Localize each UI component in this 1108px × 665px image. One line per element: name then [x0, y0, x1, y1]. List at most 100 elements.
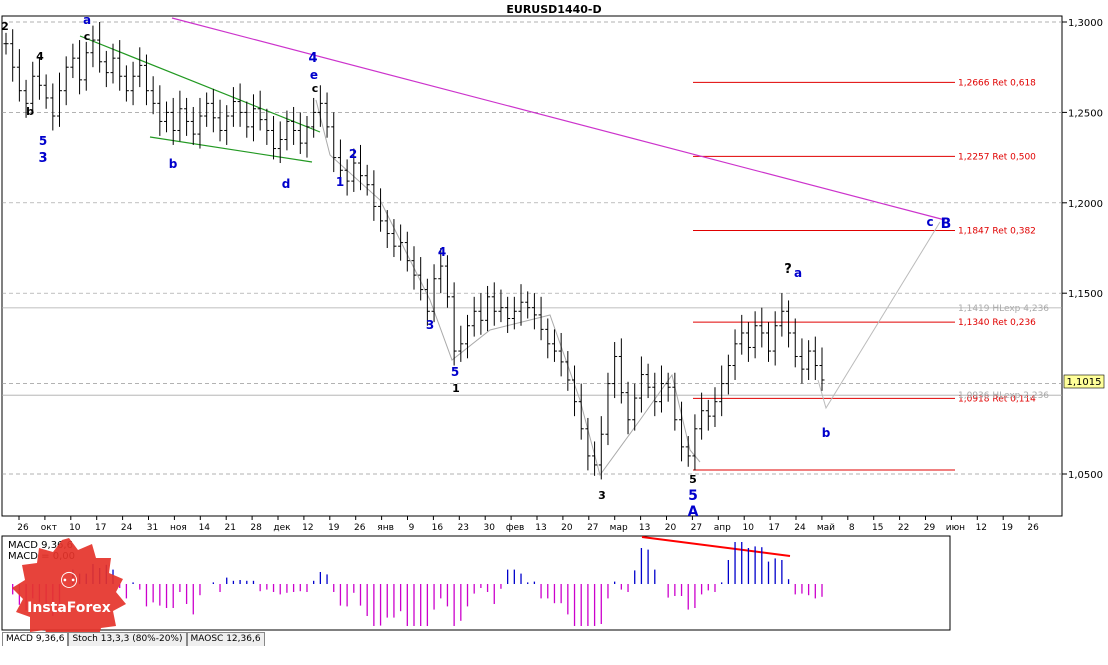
wave-label: 4 [308, 51, 317, 66]
price-bar [170, 97, 176, 145]
price-bar [130, 61, 136, 106]
price-bar [30, 61, 36, 115]
wave-label: 2 [349, 147, 357, 161]
price-bar [806, 340, 812, 380]
x-tick-label: 24 [121, 523, 133, 533]
price-bar [277, 121, 283, 164]
price-bar [117, 40, 123, 91]
price-bar [752, 311, 758, 359]
price-bar [471, 296, 477, 337]
wave-label: B [941, 216, 952, 232]
svg-text:⚇: ⚇ [59, 569, 79, 594]
price-bar [331, 112, 337, 173]
price-bar [625, 381, 631, 435]
price-bar [812, 336, 818, 380]
price-bar [237, 83, 243, 127]
fibonacci-levels: 1,2666 Ret 0,618 1,2257 Ret 0,500 1,1847 R… [693, 78, 1036, 404]
x-tick-label: 20 [561, 523, 573, 533]
tab-maosc[interactable]: MAOSC 12,36,6 [186, 632, 265, 646]
x-tick-label: окт [41, 523, 57, 533]
x-tick-label: 10 [69, 523, 81, 533]
price-bar [43, 74, 49, 109]
magenta-trendline[interactable] [171, 17, 946, 221]
macd-divergence-line[interactable] [641, 536, 791, 557]
x-tick-label: 27 [691, 523, 702, 533]
price-bar [438, 248, 444, 294]
price-bar [137, 47, 143, 88]
price-bar [103, 50, 109, 88]
price-bar [786, 300, 792, 348]
price-bar [157, 85, 163, 136]
price-bar [665, 372, 671, 402]
price-bar [244, 101, 250, 138]
wave-label: b [822, 426, 831, 440]
price-bar [291, 106, 297, 145]
price-bar [311, 97, 317, 138]
price-bar [210, 88, 216, 133]
x-tick-label: июн [946, 523, 965, 533]
svg-text:InstaForex: InstaForex [27, 600, 111, 616]
price-bar [772, 311, 778, 366]
x-tick-label: 24 [794, 523, 806, 533]
price-bar [485, 285, 491, 332]
price-bar [712, 387, 718, 427]
wave-label: 4 [438, 245, 446, 259]
price-bar [679, 401, 685, 462]
price-bar [545, 318, 551, 359]
price-bar [444, 255, 450, 308]
fib-level-label: 1,0918 Ret 0,114 [958, 394, 1036, 404]
price-bar [632, 383, 638, 431]
y-tick-label: 1,3000 [1068, 18, 1103, 29]
price-bar [779, 293, 785, 337]
x-tick-label: 9 [409, 523, 415, 533]
price-bar [83, 41, 89, 91]
wave-label: 2 [1, 20, 9, 33]
price-bar [518, 284, 524, 326]
price-bar [110, 43, 116, 84]
price-bar [705, 399, 711, 431]
price-bar [197, 97, 203, 149]
price-bar [411, 246, 417, 290]
price-bar [398, 224, 404, 261]
price-bar [511, 296, 517, 330]
price-bar [23, 79, 29, 118]
price-bar [271, 116, 277, 160]
price-bar [204, 92, 210, 127]
price-bar [745, 322, 751, 362]
x-tick-label: 19 [328, 523, 340, 533]
price-bar [732, 329, 738, 380]
price-bar [458, 325, 464, 362]
tab-macd[interactable]: MACD 9,36,6 [2, 632, 69, 646]
price-bar [77, 40, 83, 95]
current-price-label: 1,1015 [1067, 377, 1102, 388]
fib-level-label: 1,1340 Ret 0,236 [958, 318, 1036, 328]
price-bar [364, 164, 370, 196]
x-axis-ticks: 26 окт 10 17 24 31 ноя 14 21 28 дек 12 19 26 янв 9 16 23 3… [17, 516, 1039, 533]
price-bar [598, 416, 604, 480]
price-bar [16, 49, 22, 102]
wave-label: b [169, 157, 178, 171]
wave-label: c [312, 82, 319, 95]
price-bar [692, 414, 698, 471]
x-tick-label: апр [714, 523, 731, 533]
price-bar [70, 43, 76, 79]
price-bar [184, 97, 190, 136]
x-tick-label: дек [273, 523, 291, 533]
x-tick-label: 20 [665, 523, 677, 533]
x-tick-label: 31 [147, 523, 158, 533]
x-tick-label: 10 [742, 523, 754, 533]
price-bar [719, 365, 725, 417]
level-label: 1,1419 HLexp 4,236 [958, 304, 1049, 314]
x-tick-label: 12 [976, 523, 987, 533]
x-tick-label: 22 [898, 523, 909, 533]
x-tick-label: 13 [535, 523, 546, 533]
green-channel-lower[interactable] [149, 136, 313, 163]
y-tick-label: 1,2500 [1068, 108, 1103, 119]
price-bar [819, 347, 825, 391]
tab-stoch[interactable]: Stoch 13,3,3 (80%-20%) [68, 632, 187, 646]
price-bar [418, 257, 424, 301]
wave-label: 3 [598, 489, 606, 502]
wave-zigzag-1 [315, 99, 701, 477]
